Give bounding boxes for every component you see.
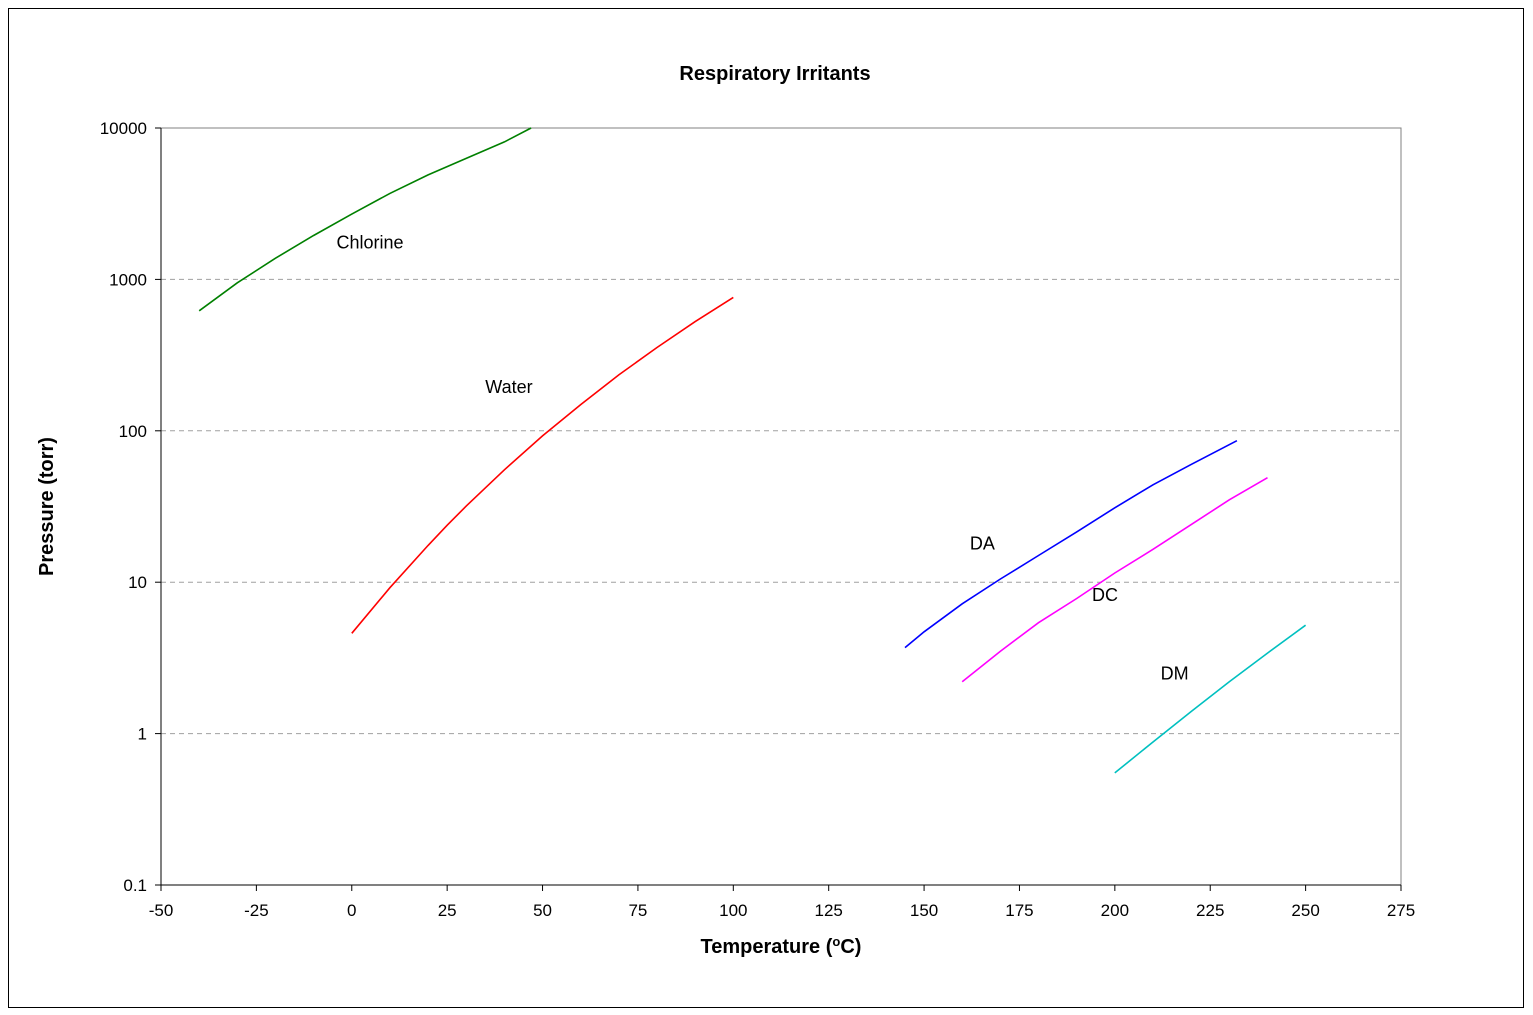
x-tick-label: 150 [910,901,938,920]
series-label-dc: DC [1092,585,1118,605]
series-label-da: DA [970,534,995,554]
chart-frame: Respiratory Irritants 0.1 1 10 100 1000 10000… [8,8,1524,1008]
series-labels: Chlorine Water DA DC DM [337,233,1189,684]
y-axis-title: Pressure (torr) [36,437,58,576]
x-tick-label: 0 [347,901,356,920]
x-tick-label: 275 [1387,901,1415,920]
y-tick-label: 1 [138,725,147,744]
y-tick-label: 1000 [109,270,147,289]
series-line-chlorine [198,127,532,312]
x-axis-title-sup: o [832,934,840,949]
x-axis-title: Temperature (oC) [701,934,862,959]
y-tick-label: 10 [128,573,147,592]
series-line-dm [1114,624,1307,774]
series-label-chlorine: Chlorine [337,233,404,253]
x-tick-label: 125 [815,901,843,920]
series-line-dc [961,477,1268,683]
y-tick-label: 0.1 [123,876,147,895]
series-line-da [904,439,1238,649]
x-axis-title-end: C) [840,936,861,958]
x-tick-label: 50 [533,901,552,920]
x-tick-label: 25 [438,901,457,920]
series-line-water [351,296,734,634]
x-tick-label: 250 [1291,901,1319,920]
axes: 0.1 1 10 100 1000 10000 -50 -25 0 25 50 75 100 125 150… [100,119,1415,920]
x-tick-label: 100 [719,901,747,920]
series-label-water: Water [485,377,532,397]
chart-svg: Respiratory Irritants 0.1110100100010000… [36,63,1415,959]
x-tick-label: 200 [1101,901,1129,920]
x-axis-title-main: Temperature ( [701,936,833,958]
x-tick-label: 175 [1005,901,1033,920]
x-tick-label: -25 [244,901,269,920]
x-tick-label: -50 [149,901,174,920]
series-label-dm: DM [1161,663,1189,683]
y-tick-label: 10000 [100,119,147,138]
y-tick-label: 100 [119,422,147,441]
x-tick-label: 75 [628,901,647,920]
x-tick-label: 225 [1196,901,1224,920]
grid-lines [161,278,1401,735]
chart-title: Respiratory Irritants [679,63,870,85]
series-group [198,127,1307,774]
